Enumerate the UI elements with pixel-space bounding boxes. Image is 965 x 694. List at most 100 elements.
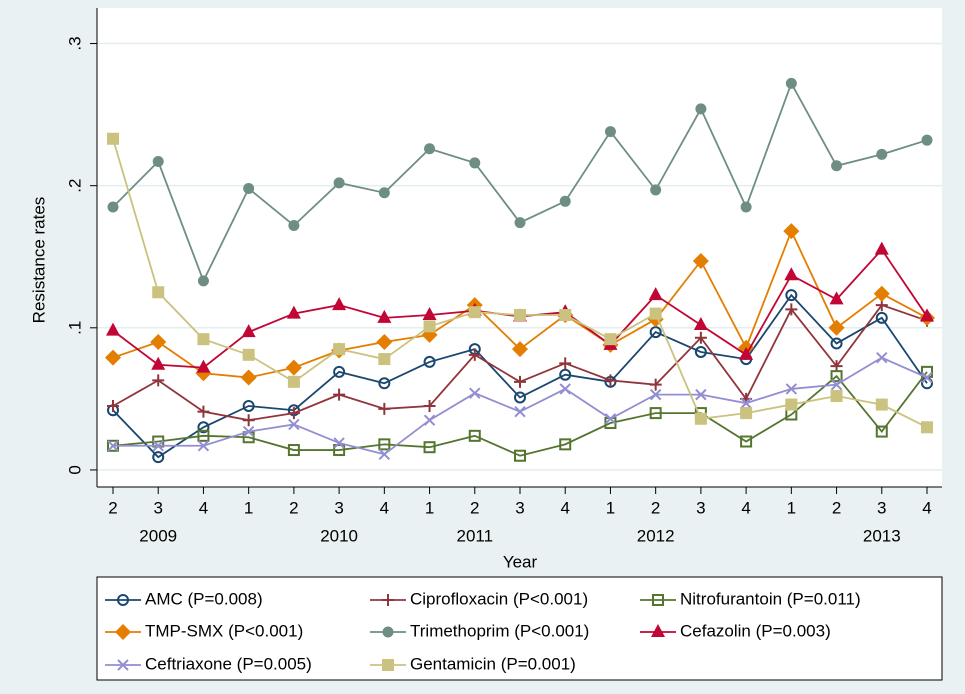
x-tick-label: 4	[560, 498, 569, 517]
data-point	[285, 359, 302, 376]
data-point	[604, 126, 616, 138]
data-point	[514, 309, 526, 322]
legend-label: Trimethoprim (P<0.001)	[410, 621, 589, 640]
x-tick-label: 4	[199, 498, 208, 517]
data-point	[874, 241, 889, 255]
data-point	[559, 357, 572, 370]
data-point	[376, 334, 393, 351]
data-point	[604, 374, 617, 387]
data-point	[785, 303, 798, 316]
data-point	[469, 387, 481, 399]
data-point	[378, 353, 391, 366]
legend-marker	[651, 624, 665, 637]
legend-label: TMP-SMX (P<0.001)	[145, 621, 303, 640]
data-point	[785, 289, 798, 302]
data-point	[740, 201, 752, 213]
x-tick-label: 1	[425, 498, 434, 517]
data-point	[286, 305, 301, 319]
data-point	[105, 349, 121, 366]
x-tick-label: 2	[289, 498, 298, 517]
data-point	[287, 444, 300, 457]
data-point	[921, 421, 933, 434]
data-point	[332, 297, 347, 311]
data-point	[288, 219, 300, 231]
data-point	[921, 371, 933, 384]
data-point	[604, 333, 617, 346]
year-label: 2009	[139, 526, 177, 545]
y-axis-label: Resistance rates	[29, 197, 48, 324]
data-point	[333, 177, 345, 189]
data-point	[650, 184, 662, 196]
data-point	[469, 157, 481, 169]
y-tick-label: 0	[65, 465, 84, 474]
series-line	[112, 293, 928, 459]
data-point	[241, 324, 256, 338]
year-label: 2012	[637, 526, 675, 545]
x-tick-label: 1	[787, 498, 796, 517]
legend-label: Ciprofloxacin (P<0.001)	[410, 589, 588, 608]
data-point	[106, 322, 120, 336]
legend-marker	[382, 659, 394, 671]
data-point	[514, 375, 526, 388]
data-point	[649, 378, 662, 391]
x-tick-label: 2	[108, 498, 117, 517]
data-point	[783, 223, 800, 240]
legend-marker	[115, 624, 131, 640]
data-point	[197, 333, 210, 346]
data-point	[694, 412, 707, 425]
x-tick-label: 2	[651, 498, 660, 517]
data-point	[921, 134, 933, 146]
data-point	[197, 275, 209, 287]
data-point	[875, 311, 888, 324]
data-point	[150, 334, 167, 351]
data-point	[693, 316, 708, 330]
data-point	[423, 414, 436, 426]
series-line	[112, 371, 928, 457]
data-point	[242, 414, 255, 427]
legend-label: Cefazolin (P=0.003)	[680, 621, 831, 640]
data-point	[740, 435, 753, 448]
y-tick-label: .2	[65, 179, 84, 193]
data-point	[377, 309, 392, 323]
legend-marker	[652, 594, 664, 606]
data-point	[197, 421, 210, 434]
data-point	[197, 429, 210, 442]
data-point	[107, 440, 119, 452]
data-point	[875, 425, 888, 438]
data-point	[468, 348, 481, 361]
x-tick-label: 1	[606, 498, 615, 517]
data-point	[831, 160, 843, 172]
data-point	[468, 429, 481, 442]
data-point	[830, 378, 843, 391]
data-point	[559, 383, 571, 395]
data-point	[378, 377, 391, 390]
year-label: 2010	[320, 526, 358, 545]
data-point	[333, 437, 345, 449]
data-point	[873, 285, 890, 302]
legend-label: AMC (P=0.008)	[145, 589, 263, 608]
data-point	[514, 217, 526, 229]
data-point	[243, 183, 255, 195]
data-point	[830, 390, 843, 403]
data-point	[151, 356, 166, 370]
x-tick-label: 4	[380, 498, 389, 517]
y-tick-label: .3	[65, 36, 84, 50]
data-point	[378, 187, 390, 199]
data-point	[559, 195, 571, 207]
data-point	[107, 201, 119, 213]
data-point	[242, 399, 255, 412]
legend-marker	[117, 659, 129, 671]
data-point	[559, 309, 572, 322]
x-axis-label: Year	[503, 552, 538, 571]
data-point	[152, 374, 165, 387]
data-point	[876, 148, 888, 160]
data-point	[694, 331, 707, 344]
data-point	[423, 399, 436, 412]
data-point	[333, 365, 346, 378]
data-point	[695, 103, 707, 115]
data-point	[830, 370, 843, 383]
data-point	[694, 345, 707, 358]
data-point	[422, 307, 437, 321]
